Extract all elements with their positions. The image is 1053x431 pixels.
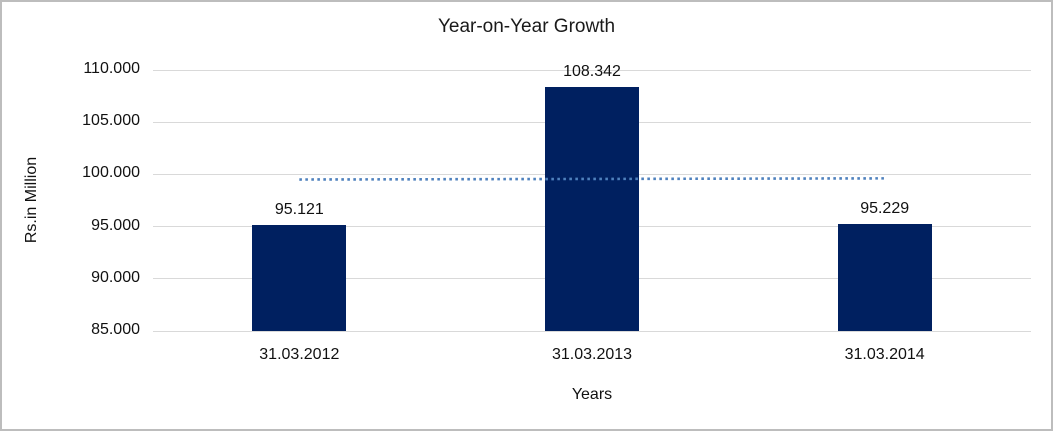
- x-tick-label: 31.03.2014: [844, 346, 925, 363]
- bar-data-label: 95.121: [274, 201, 324, 219]
- gridline: [153, 69, 1031, 71]
- plot-area: 95.121 108.342 95.229: [153, 63, 1031, 332]
- chart-title: Year-on-Year Growth: [437, 16, 616, 37]
- trendline: [299, 177, 885, 181]
- bar-data-label: 108.342: [563, 63, 621, 81]
- gridline: [153, 330, 1031, 332]
- y-tick-label: 85.000: [91, 321, 140, 338]
- bar: [837, 224, 932, 331]
- y-tick-label: 90.000: [91, 268, 140, 286]
- x-tick-label: 31.03.2012: [259, 346, 340, 363]
- x-tick-label: 31.03.2013: [551, 346, 633, 363]
- x-axis-title: Years: [571, 386, 613, 403]
- bar: [252, 225, 347, 331]
- y-tick-label: 110.000: [83, 60, 140, 77]
- bar-data-label: 95.229: [860, 200, 910, 218]
- bar: [545, 87, 639, 331]
- y-tick-label: 105.000: [82, 112, 140, 130]
- y-tick-label: 95.000: [91, 216, 140, 234]
- y-tick-label: 100.000: [82, 164, 140, 182]
